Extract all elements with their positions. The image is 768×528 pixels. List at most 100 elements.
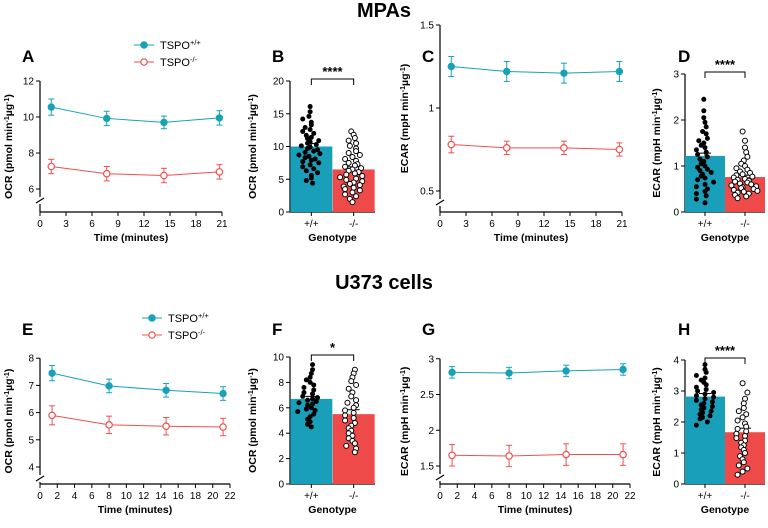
data-point-ko [219,423,227,431]
x-tick-label: 21 [616,219,628,230]
y-axis-label-superscript: -1 [248,371,255,377]
data-point-wt [47,103,55,111]
y-axis-label-part: ) [651,88,663,92]
data-point-wt [305,397,311,403]
legend-label-superscript: -/- [198,328,206,337]
x-tick-label: 22 [624,491,636,502]
data-point-ko [350,409,357,416]
data-point-ko [48,411,56,420]
legend-label-wt: TSPO+/+ [168,311,209,325]
data-point-ko [560,144,568,152]
y-tick-label: 8 [28,149,34,160]
data-point-wt [702,175,708,181]
data-point-wt [701,115,707,121]
series-line-ko [452,454,624,457]
y-axis-label-part: ECAR (mpH min [651,117,663,198]
data-point-ko [47,162,56,171]
y-tick-label: 4 [28,463,34,474]
x-tick-label: 6 [489,491,495,502]
x-axis-label: Genotype [701,232,750,244]
data-point-ko [356,182,363,189]
panel-label-a: A [22,47,34,66]
data-point-wt [698,173,704,179]
legend-label-superscript: +/+ [198,311,209,320]
axis-break-mark [35,197,45,204]
data-point-wt [308,157,314,163]
data-point-ko [740,188,747,195]
legend-label-ko: TSPO-/- [168,328,206,342]
data-point-wt [695,177,701,183]
data-point-ko [350,404,357,411]
data-point-ko [744,389,751,396]
data-point-wt [702,391,708,397]
data-point-wt [702,119,708,125]
data-point-wt [693,393,699,399]
y-axis-label-part: OCR (pmol min [247,123,259,199]
x-axis-label: Time (minutes) [494,232,568,244]
legend-label-base: TSPO [160,57,190,69]
data-point-wt [310,180,316,186]
data-point-ko [619,450,627,459]
x-tick-label: +/+ [304,219,319,230]
y-tick-label: 2 [278,454,284,465]
data-point-wt [310,396,316,402]
x-tick-label: 0 [37,491,43,502]
y-tick-label: 6 [278,403,284,414]
data-point-ko [337,174,344,181]
y-axis-label-part: ) [247,94,259,98]
x-tick-label: +/+ [304,491,319,502]
data-point-wt [310,391,316,397]
data-point-ko [748,181,755,188]
data-point-wt [447,62,455,71]
data-point-wt [709,399,715,405]
data-point-ko [733,435,740,442]
y-axis-label-part: ) [247,368,259,372]
data-point-ko [739,468,746,475]
x-tick-label: 6 [489,219,495,230]
data-point-wt [313,142,319,148]
x-tick-label: 3 [463,219,469,230]
data-point-wt [302,125,308,131]
data-point-ko [353,381,360,388]
data-point-ko [342,186,349,193]
data-point-ko [735,408,742,415]
data-point-ko [353,397,360,404]
data-point-ko [342,155,349,162]
data-point-wt [301,384,307,390]
data-point-wt [707,413,713,419]
data-point-ko [754,187,761,194]
data-point-wt [704,135,710,141]
data-point-ko [739,414,746,421]
y-tick-label: 3 [673,70,679,81]
data-point-wt [303,377,309,383]
series-line-wt [451,66,620,74]
data-point-ko [505,452,513,460]
data-point-ko [343,176,350,183]
data-point-wt [300,393,306,399]
data-point-wt [704,419,710,425]
data-point-ko [734,425,741,432]
data-point-wt [311,411,317,417]
y-axis-label-part: OCR (pmol min [3,397,15,473]
significance-label: * [330,340,336,355]
data-point-ko [735,462,742,469]
data-point-wt [298,143,304,149]
y-axis-label-part: OCR (pmol min [3,123,15,199]
legend-marker-ko [140,58,148,66]
data-point-ko [349,199,356,206]
y-axis-label-superscript: -1 [4,97,11,103]
data-point-ko [102,169,111,178]
x-tick-label: -/- [349,219,358,230]
y-axis-label-part: ECAR (mpH min [399,395,411,476]
data-point-wt [307,374,313,380]
data-point-wt [295,409,301,415]
y-tick-label: 10 [273,142,285,153]
x-tick-label: -/- [740,219,749,230]
x-axis-label: Genotype [308,504,357,516]
x-tick-label: 2 [54,491,60,502]
data-point-wt [704,166,710,172]
y-tick-label: 4 [278,429,284,440]
